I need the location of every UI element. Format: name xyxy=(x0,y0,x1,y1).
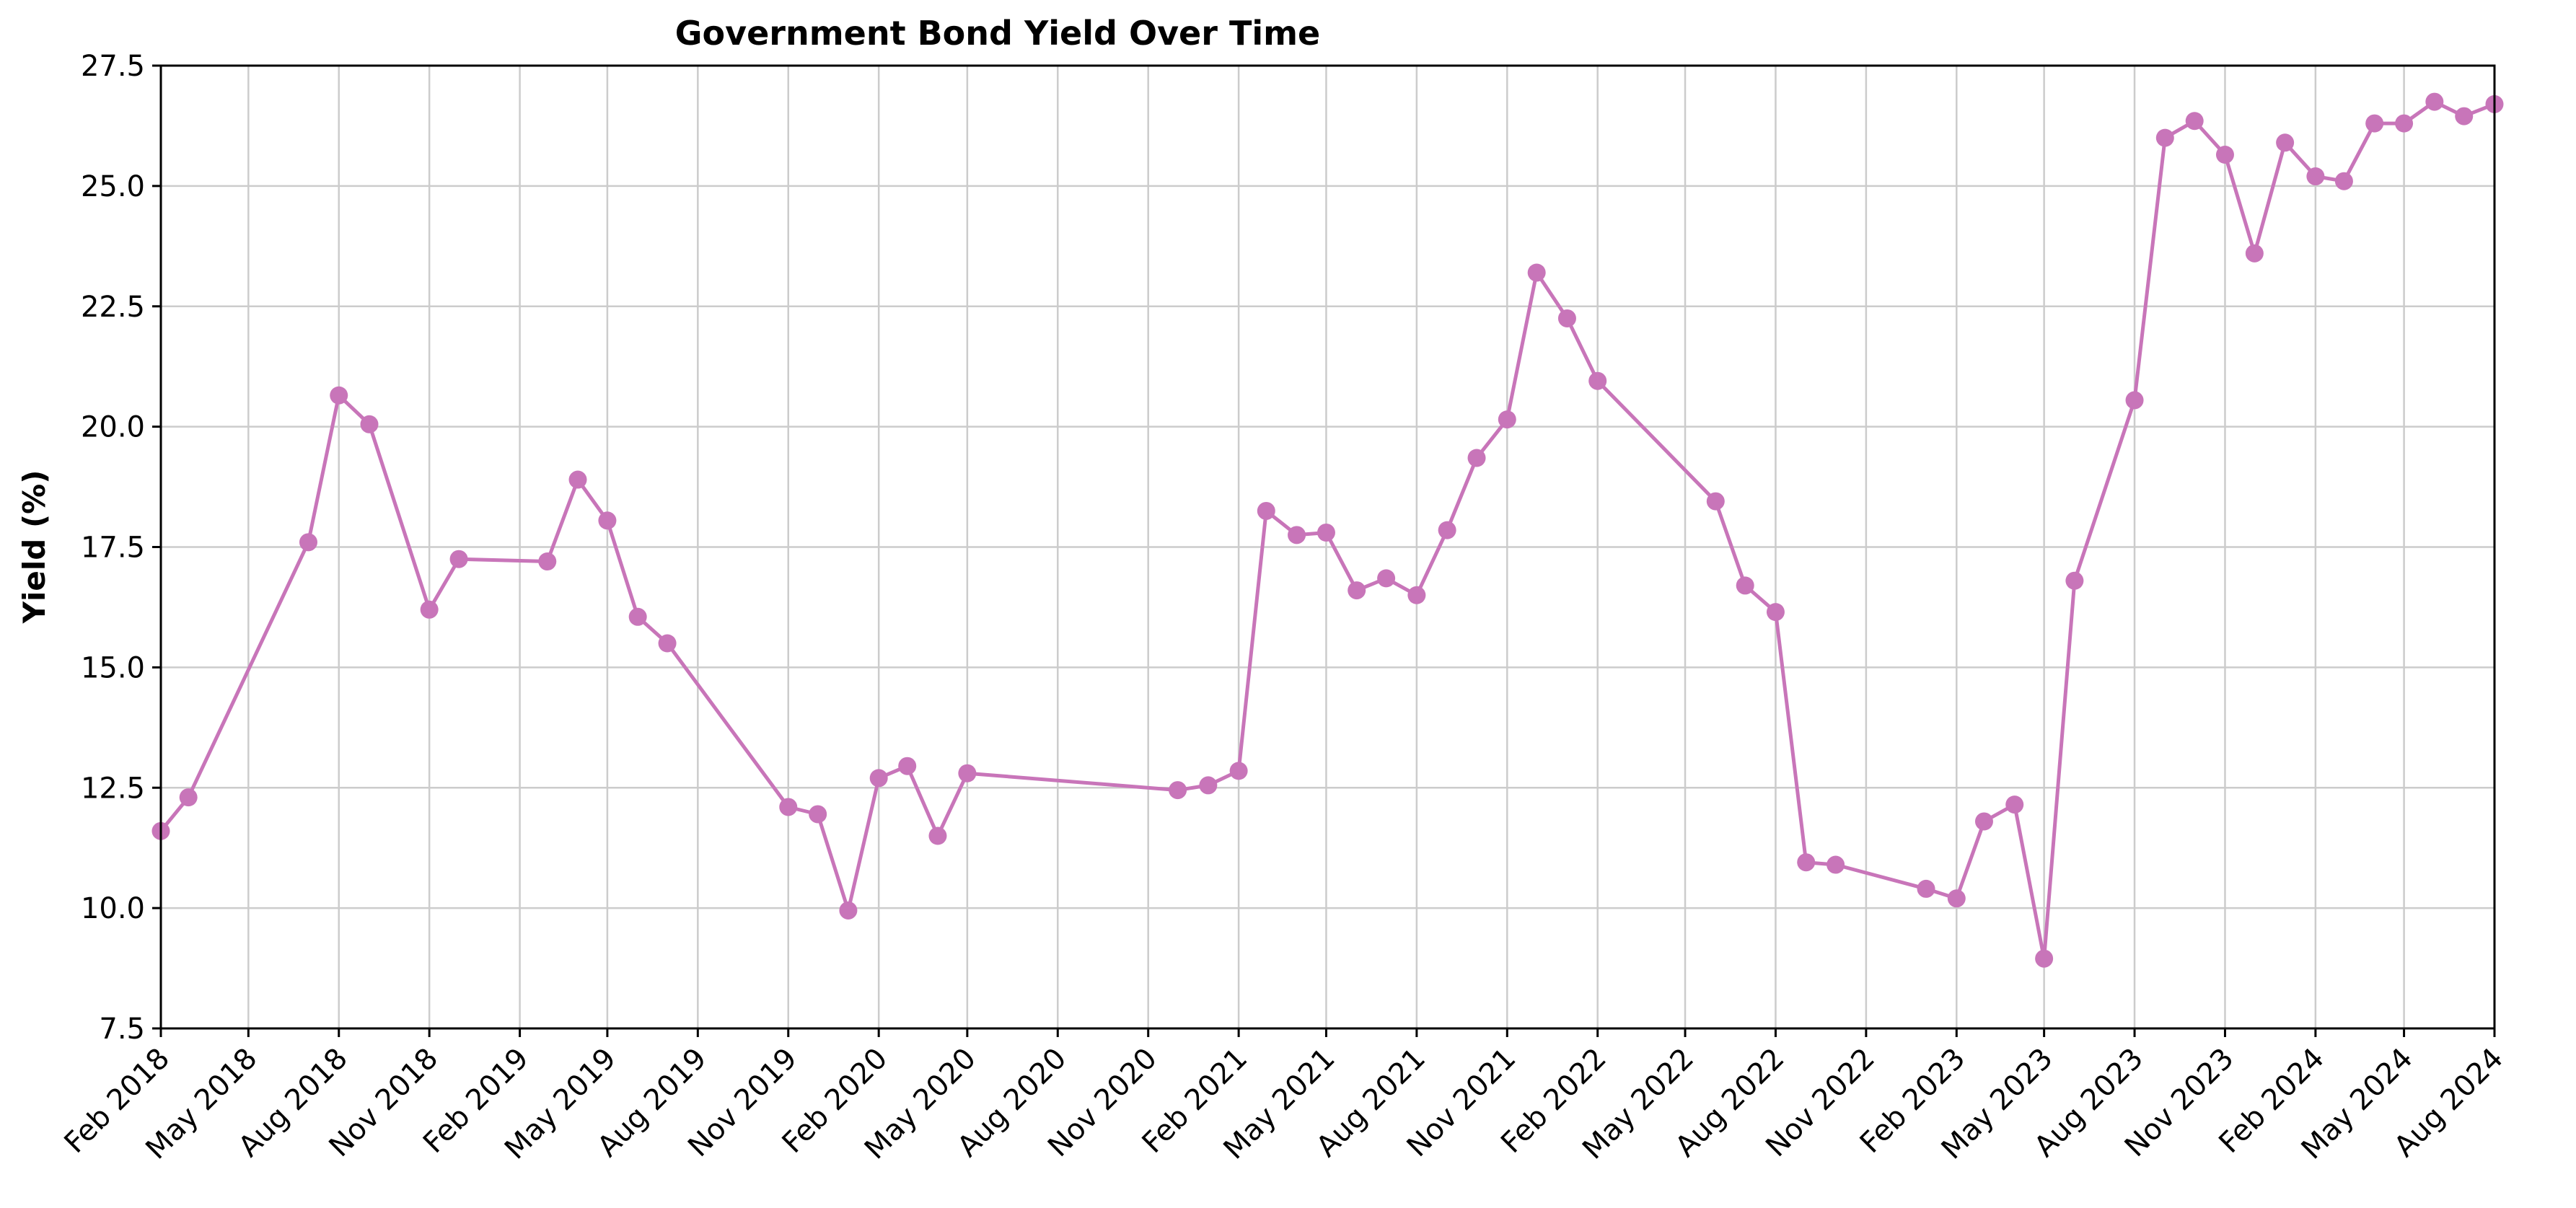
data-point xyxy=(1348,581,1366,600)
series-line xyxy=(159,100,2495,961)
data-point xyxy=(1169,781,1187,800)
data-point xyxy=(1377,569,1396,588)
data-point xyxy=(1199,776,1218,795)
y-axis-label: Yield (%) xyxy=(17,470,52,625)
data-point xyxy=(2005,795,2024,814)
data-point xyxy=(2365,114,2384,133)
y-tick-label: 12.5 xyxy=(81,772,145,805)
data-point xyxy=(1827,855,1845,874)
data-point xyxy=(2334,172,2353,190)
data-point xyxy=(2125,391,2144,410)
data-point xyxy=(2185,112,2204,131)
data-point xyxy=(2395,114,2414,133)
y-tick-label: 27.5 xyxy=(81,50,145,83)
data-point xyxy=(179,788,198,807)
y-tick-label: 15.0 xyxy=(81,651,145,684)
y-tick-label: 10.0 xyxy=(81,892,145,925)
data-point xyxy=(2425,92,2444,111)
data-point xyxy=(1229,762,1248,780)
data-point xyxy=(839,901,858,920)
data-point xyxy=(598,511,617,530)
data-point xyxy=(449,550,468,568)
data-point xyxy=(1974,812,1993,831)
data-point xyxy=(299,533,317,552)
data-point xyxy=(2276,133,2295,152)
data-point xyxy=(1316,523,1335,542)
data-point xyxy=(869,769,888,788)
data-point xyxy=(1947,889,1966,908)
data-point xyxy=(658,634,677,653)
data-point xyxy=(958,764,977,782)
data-point xyxy=(1736,576,1754,595)
data-point xyxy=(1288,526,1306,545)
data-point xyxy=(928,826,947,845)
data-point xyxy=(1467,449,1486,467)
data-point xyxy=(2155,128,2174,147)
data-point xyxy=(420,600,439,619)
data-point xyxy=(1706,492,1725,511)
gridlines xyxy=(159,64,2496,1030)
data-point xyxy=(1438,521,1456,539)
data-point xyxy=(360,415,379,433)
data-point xyxy=(1257,501,1275,520)
data-point xyxy=(1766,603,1785,622)
data-point xyxy=(1527,263,1546,282)
y-tick-label: 20.0 xyxy=(81,411,145,444)
data-point xyxy=(1917,879,1935,898)
data-point xyxy=(1588,371,1607,390)
y-tick-label: 22.5 xyxy=(81,291,145,324)
data-point xyxy=(1407,586,1426,604)
data-point xyxy=(1557,309,1576,327)
data-point xyxy=(779,798,798,816)
data-point xyxy=(2065,571,2084,590)
data-point xyxy=(2306,167,2325,186)
y-tick-label: 7.5 xyxy=(99,1013,145,1046)
chart-title: Government Bond Yield Over Time xyxy=(675,14,1320,53)
data-point xyxy=(2035,949,2054,968)
series-layer xyxy=(151,92,2504,968)
y-tick-label: 25.0 xyxy=(81,170,145,203)
data-point xyxy=(568,470,587,489)
data-point xyxy=(538,552,557,571)
data-point xyxy=(330,386,348,405)
data-point xyxy=(2245,244,2264,263)
y-tick-label: 17.5 xyxy=(81,532,145,565)
data-point xyxy=(809,805,827,824)
data-point xyxy=(1498,410,1516,429)
data-point xyxy=(628,607,647,626)
data-point xyxy=(1797,853,1816,872)
data-point xyxy=(2455,107,2474,125)
data-point xyxy=(898,757,917,775)
data-point xyxy=(2215,145,2234,164)
